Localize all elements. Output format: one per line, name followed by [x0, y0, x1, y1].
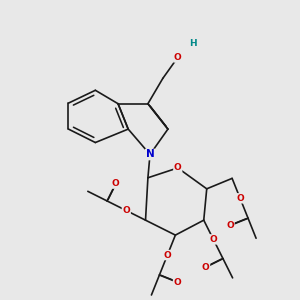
Text: O: O [209, 235, 217, 244]
Text: O: O [226, 221, 234, 230]
Text: O: O [174, 53, 182, 62]
Text: O: O [122, 206, 130, 215]
Text: O: O [164, 250, 171, 260]
Text: O: O [112, 179, 120, 188]
Text: N: N [146, 149, 154, 160]
Text: O: O [202, 263, 209, 272]
Text: H: H [189, 39, 196, 48]
Text: O: O [236, 194, 244, 203]
Text: O: O [174, 164, 182, 172]
Text: O: O [174, 278, 181, 287]
